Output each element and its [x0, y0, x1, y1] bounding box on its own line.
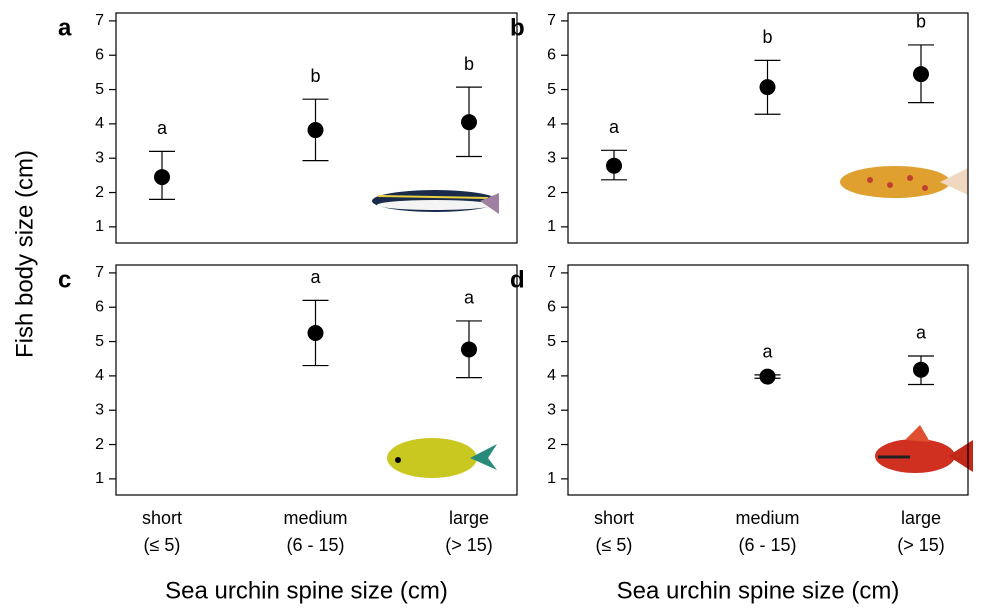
- fish-illustration: [840, 166, 968, 198]
- plot-frame: [567, 12, 969, 244]
- y-tick-label: 5: [95, 81, 104, 98]
- y-tick-label: 1: [95, 218, 104, 235]
- y-tick-label: 5: [95, 333, 104, 350]
- y-tick-label: 7: [547, 12, 556, 29]
- x-tick-label: large: [449, 508, 489, 528]
- x-tick-sublabel: (> 15): [897, 535, 945, 555]
- significance-letter: a: [310, 267, 321, 287]
- y-tick-label: 7: [95, 264, 104, 281]
- significance-letter: b: [916, 12, 926, 32]
- y-tick-label: 5: [547, 81, 556, 98]
- x-tick-label: short: [142, 508, 182, 528]
- plot-frame: [115, 264, 518, 496]
- mean-point: [154, 169, 170, 186]
- x-tick-sublabel: (≤ 5): [596, 535, 633, 555]
- y-tick-label: 3: [95, 149, 104, 166]
- y-tick-label: 2: [95, 184, 104, 201]
- x-axis-title: Sea urchin spine size (cm): [165, 577, 448, 604]
- y-tick-label: 2: [95, 436, 104, 453]
- y-tick-label: 4: [547, 115, 556, 132]
- x-tick-label: short: [594, 508, 634, 528]
- x-axis-title: Sea urchin spine size (cm): [617, 577, 900, 604]
- mean-point: [913, 361, 929, 378]
- x-tick-sublabel: (6 - 15): [286, 535, 344, 555]
- significance-letter: a: [609, 117, 620, 137]
- x-tick-label: medium: [735, 508, 799, 528]
- significance-letter: b: [310, 66, 320, 86]
- fish-illustration: [387, 438, 497, 478]
- x-tick-sublabel: (≤ 5): [144, 535, 181, 555]
- mean-point: [759, 368, 776, 385]
- mean-point: [461, 114, 477, 131]
- y-tick-label: 7: [95, 12, 104, 29]
- mean-point: [307, 122, 324, 139]
- panel-label: a: [58, 14, 72, 41]
- mean-point: [606, 157, 622, 174]
- mean-point: [913, 66, 929, 83]
- plot-frame: [115, 12, 518, 244]
- y-tick-label: 1: [547, 218, 556, 235]
- y-tick-label: 4: [95, 367, 104, 384]
- y-tick-label: 1: [547, 470, 556, 487]
- significance-letter: a: [916, 323, 927, 343]
- significance-letter: a: [762, 342, 773, 362]
- y-tick-label: 3: [547, 401, 556, 418]
- x-tick-label: large: [901, 508, 941, 528]
- y-axis-title: Fish body size (cm): [11, 150, 38, 358]
- y-tick-label: 7: [547, 264, 556, 281]
- plot-frame: [567, 264, 969, 496]
- y-tick-label: 2: [547, 436, 556, 453]
- y-tick-label: 4: [95, 115, 104, 132]
- y-tick-label: 2: [547, 184, 556, 201]
- y-tick-label: 5: [547, 333, 556, 350]
- mean-point: [759, 79, 776, 96]
- x-tick-label: medium: [283, 508, 347, 528]
- y-tick-label: 6: [547, 298, 556, 315]
- y-tick-label: 3: [547, 149, 556, 166]
- x-tick-sublabel: (6 - 15): [738, 535, 796, 555]
- y-tick-label: 6: [95, 298, 104, 315]
- significance-letter: a: [464, 288, 475, 308]
- significance-letter: a: [157, 118, 168, 138]
- significance-letter: b: [762, 27, 772, 47]
- y-tick-label: 1: [95, 470, 104, 487]
- fish-illustration: [372, 190, 499, 214]
- panel-label: b: [510, 14, 525, 41]
- significance-letter: b: [464, 54, 474, 74]
- mean-point: [461, 341, 477, 358]
- y-tick-label: 6: [95, 46, 104, 63]
- x-tick-sublabel: (> 15): [445, 535, 493, 555]
- y-tick-label: 3: [95, 401, 104, 418]
- y-tick-label: 4: [547, 367, 556, 384]
- mean-point: [307, 324, 324, 341]
- panel-label: d: [510, 266, 525, 293]
- fish-illustration: [875, 425, 973, 473]
- y-tick-label: 6: [547, 46, 556, 63]
- panel-label: c: [58, 266, 71, 293]
